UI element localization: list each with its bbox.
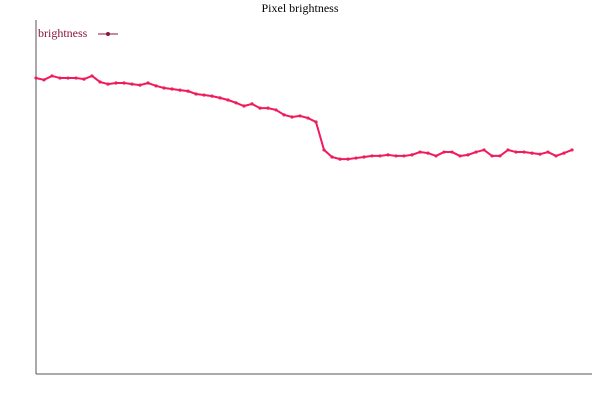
point	[66, 76, 70, 80]
point	[418, 150, 422, 154]
point	[410, 153, 414, 157]
point	[562, 151, 566, 155]
point	[194, 92, 198, 96]
point	[58, 76, 62, 80]
point	[170, 87, 174, 91]
point	[162, 86, 166, 90]
point	[122, 81, 126, 85]
series-line	[35, 74, 573, 161]
chart-title: Pixel brightness	[262, 1, 339, 15]
point	[514, 150, 518, 154]
point	[146, 81, 150, 85]
point	[42, 78, 46, 82]
point	[290, 115, 294, 119]
point	[50, 74, 54, 78]
point	[442, 150, 446, 154]
point	[546, 150, 550, 154]
point	[178, 88, 182, 92]
point	[370, 154, 374, 158]
point	[506, 148, 510, 152]
legend-marker	[106, 32, 110, 36]
point	[154, 84, 158, 88]
point	[90, 74, 94, 78]
point	[202, 93, 206, 97]
point	[266, 106, 270, 110]
point	[106, 82, 110, 86]
point	[458, 154, 462, 158]
point	[242, 104, 246, 108]
point	[282, 113, 286, 117]
point	[490, 154, 494, 158]
point	[538, 152, 542, 156]
point	[306, 116, 310, 120]
point	[114, 81, 118, 85]
point	[298, 114, 302, 118]
point	[130, 82, 134, 86]
point	[34, 76, 38, 80]
point	[378, 154, 382, 158]
point	[258, 106, 262, 110]
point	[226, 98, 230, 102]
point	[346, 157, 350, 161]
point	[434, 154, 438, 158]
point	[330, 155, 334, 159]
point	[338, 157, 342, 161]
point	[138, 83, 142, 87]
point	[82, 77, 86, 81]
point	[522, 150, 526, 154]
point	[394, 154, 398, 158]
point	[98, 80, 102, 84]
point	[402, 154, 406, 158]
point	[386, 153, 390, 157]
point	[274, 108, 278, 112]
point	[450, 150, 454, 154]
point	[498, 154, 502, 158]
point	[218, 96, 222, 100]
point	[466, 153, 470, 157]
point	[210, 94, 214, 98]
point	[530, 151, 534, 155]
point	[570, 148, 574, 152]
point	[250, 102, 254, 106]
point	[474, 150, 478, 154]
point	[186, 89, 190, 93]
point	[482, 148, 486, 152]
point	[362, 155, 366, 159]
legend-label: brightness	[38, 26, 88, 40]
point	[426, 151, 430, 155]
point	[554, 154, 558, 158]
point	[74, 76, 78, 80]
point	[314, 120, 318, 124]
point	[234, 101, 238, 105]
point	[354, 156, 358, 160]
point	[322, 148, 326, 152]
